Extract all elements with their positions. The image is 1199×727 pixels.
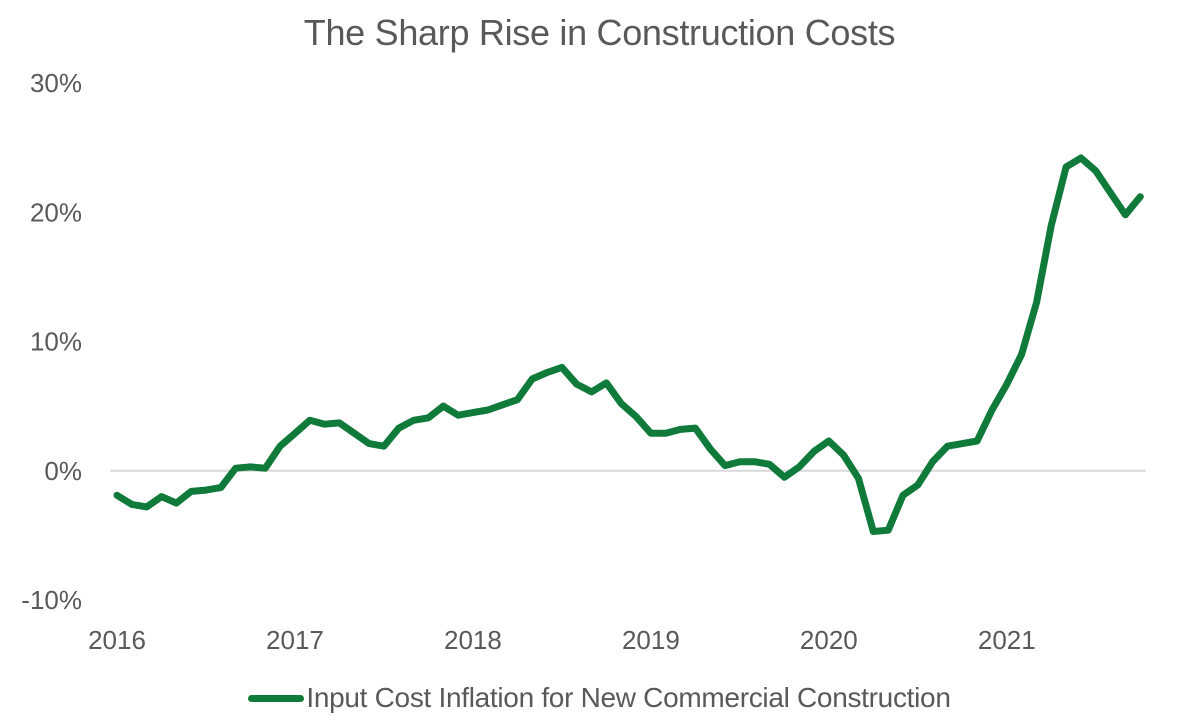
y-tick-label: 10% bbox=[30, 327, 82, 357]
y-axis: 30% 20% 10% 0% -10% bbox=[21, 68, 82, 615]
x-tick-label: 2020 bbox=[800, 625, 858, 655]
series-line bbox=[113, 154, 1144, 535]
x-tick-label: 2016 bbox=[88, 625, 146, 655]
x-tick-label: 2019 bbox=[622, 625, 680, 655]
legend-swatch bbox=[248, 694, 305, 702]
chart-title: The Sharp Rise in Construction Costs bbox=[303, 12, 896, 53]
x-tick-label: 2018 bbox=[444, 625, 502, 655]
x-axis: 2016 2017 2018 2019 2020 2021 bbox=[88, 625, 1036, 655]
x-tick-label: 2021 bbox=[978, 625, 1036, 655]
y-tick-label: 30% bbox=[30, 68, 82, 98]
y-tick-label: 0% bbox=[44, 456, 82, 486]
x-tick-label: 2017 bbox=[266, 625, 324, 655]
legend: Input Cost Inflation for New Commercial … bbox=[0, 682, 1199, 714]
y-tick-label: -10% bbox=[21, 585, 82, 615]
series-layer bbox=[113, 154, 1144, 535]
legend-label: Input Cost Inflation for New Commercial … bbox=[306, 682, 951, 713]
y-tick-label: 20% bbox=[30, 197, 82, 227]
